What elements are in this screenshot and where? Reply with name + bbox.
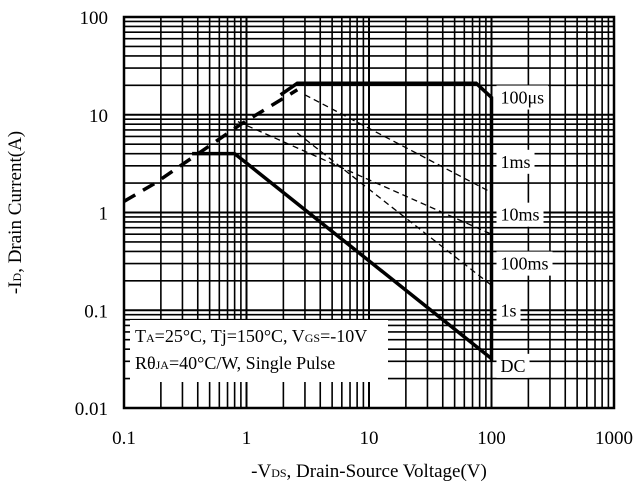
series-group	[123, 81, 494, 362]
curve-label-bg	[496, 298, 521, 323]
series-line-100s	[279, 81, 494, 362]
y-tick-label: 1	[99, 204, 109, 225]
conditions-line-1: TA=25°C, Tj=150°C, VGS=-10V	[135, 326, 367, 346]
plot-frame	[122, 15, 616, 410]
x-tick-label: 0.1	[112, 428, 136, 449]
conditions-line-2: RθJA=40°C/W, Single Pulse	[135, 353, 335, 373]
curve-label-bg	[496, 85, 549, 110]
y-tick-label: 100	[80, 8, 109, 29]
curve-label-bg	[496, 251, 553, 276]
curve-label-100s: 100μs	[501, 88, 545, 108]
conditions-annotation: TA=25°C, Tj=150°C, VGS=-10V RθJA=40°C/W, …	[130, 320, 388, 382]
x-tick-label: 1000	[595, 428, 633, 449]
curve-label-bg	[496, 353, 530, 378]
curve-label-bg	[496, 202, 544, 227]
curve-label-100ms: 100ms	[501, 254, 549, 274]
x-axis-label: -VDS, Drain-Source Voltage(V)	[251, 461, 487, 482]
y-tick-label: 10	[89, 106, 108, 127]
x-tick-label: 100	[477, 428, 506, 449]
y-axis-label: -ID, Drain Current(A)	[5, 131, 26, 294]
x-tick-label: 10	[360, 428, 379, 449]
x-tick-label: 1	[242, 428, 252, 449]
series-line-dc	[192, 151, 493, 360]
curve-label-dc: DC	[501, 356, 526, 376]
conditions-box	[130, 320, 388, 382]
curve-label-10ms: 10ms	[501, 205, 540, 225]
y-tick-label: 0.1	[84, 301, 108, 322]
series-line-10ms	[237, 121, 492, 235]
curve-label-bg	[496, 149, 535, 174]
curve-label-1s: 1s	[501, 300, 517, 320]
series-line-100ms	[296, 132, 492, 286]
y-tick-label: 0.01	[75, 399, 108, 420]
series-line-1ms	[304, 94, 492, 194]
curve-label-1ms: 1ms	[501, 152, 531, 172]
curve-label-group: 100μs 1ms 10ms 100ms 1s DC	[496, 85, 553, 378]
